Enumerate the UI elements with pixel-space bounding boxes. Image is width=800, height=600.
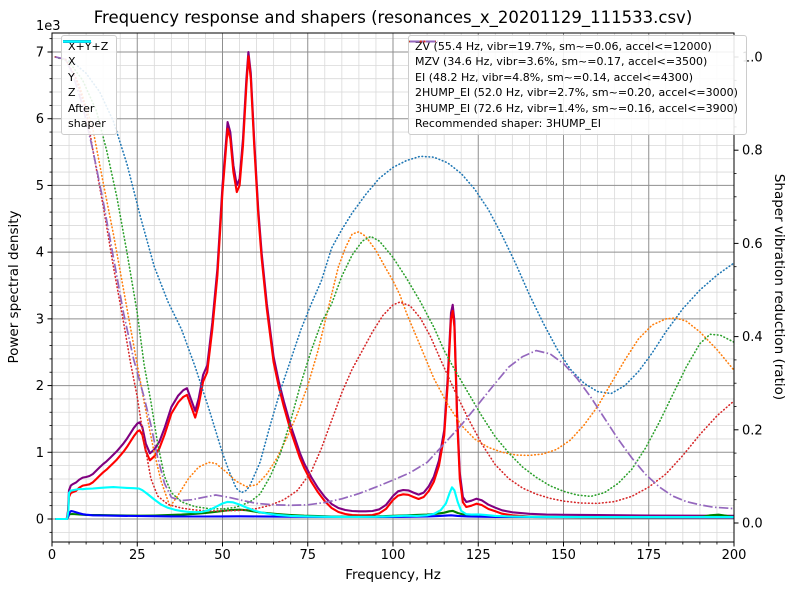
legend-item-mzv-label: MZV (34.6 Hz, vibr=3.6%, sm~=0.17, accel…: [415, 55, 708, 69]
x-tick-label: 0: [48, 548, 56, 563]
x-tick-label: 100: [381, 548, 406, 563]
y-axis-multiplier-label: 1e3: [36, 19, 61, 34]
legend-item-zv: ZV (55.4 Hz, vibr=19.7%, sm~=0.06, accel…: [409, 39, 738, 54]
x-tick-label: 125: [466, 548, 491, 563]
y-left-tick-label: 4: [36, 246, 44, 261]
y-left-tick-label: 3: [36, 312, 44, 327]
legend-line-swatch-after: [63, 40, 91, 43]
legend-item-2hump-label: 2HUMP_EI (52.0 Hz, vibr=2.7%, sm~=0.20, …: [415, 86, 738, 100]
legend-recommended-shaper-label: Recommended shaper: 3HUMP_EI: [415, 116, 601, 130]
y-left-tick-label: 0: [36, 513, 44, 528]
y-right-tick-label: 0.0: [742, 517, 763, 532]
y-right-tick-label: 0.2: [742, 423, 763, 438]
x-tick-label: 175: [636, 548, 661, 563]
x-tick-label: 25: [129, 548, 146, 563]
legend-item-after-label: After shaper: [68, 101, 106, 130]
axis-tick-labels: 0 25 50 75 100 125 150 175 200 0 1 2 3 4 5 6 7 0.0 0.2 0.4 0…: [36, 46, 763, 564]
chart-title: Frequency response and shapers (resonanc…: [93, 8, 693, 27]
series-layer: [54, 50, 734, 521]
legend-line-swatch-3hump: [410, 40, 438, 43]
legend-item-3hump-label: 3HUMP_EI (72.6 Hz, vibr=1.4%, sm~=0.16, …: [415, 101, 738, 115]
series-after-line: [55, 486, 734, 521]
legend-item-x-label: X: [68, 55, 76, 69]
series-2hump-line: [54, 56, 734, 512]
x-tick-label: 200: [722, 548, 747, 563]
legend-item-y: Y: [63, 40, 108, 85]
series-zv-line: [54, 56, 734, 494]
legend-psd-series: X+Y+Z X Y Z After shaper: [61, 35, 118, 136]
y-left-tick-label: 1: [36, 446, 44, 461]
legend-item-y-label: Y: [68, 70, 75, 84]
y-left-tick-label: 5: [36, 179, 44, 194]
y-right-tick-label: 0.4: [742, 330, 763, 345]
series-z-line: [55, 510, 734, 521]
legend-item-mzv: MZV (34.6 Hz, vibr=3.6%, sm~=0.17, accel…: [409, 40, 738, 69]
legend-swatch-empty: [409, 36, 439, 47]
x-axis-label: Frequency, Hz: [345, 567, 441, 583]
y-left-tick-label: 7: [36, 46, 44, 61]
series-ei-line: [54, 56, 734, 510]
y-left-tick-label: 6: [36, 112, 44, 127]
legend-item-z: Z: [63, 40, 108, 100]
legend-item-x: X: [63, 40, 108, 69]
legend-item-zv-label: ZV (55.4 Hz, vibr=19.7%, sm~=0.06, accel…: [415, 40, 712, 53]
legend-item-ei-label: EI (48.2 Hz, vibr=4.8%, sm~=0.14, accel<…: [415, 70, 693, 84]
legend-item-3hump: 3HUMP_EI (72.6 Hz, vibr=1.4%, sm~=0.16, …: [410, 40, 738, 116]
legend-shaper-series: ZV (55.4 Hz, vibr=19.7%, sm~=0.06, accel…: [408, 35, 747, 136]
legend-item-sum-label: X+Y+Z: [68, 40, 109, 53]
legend-item-z-label: Z: [68, 86, 76, 100]
series-3hump-line: [55, 56, 734, 510]
legend-item-ei: EI (48.2 Hz, vibr=4.8%, sm~=0.14, accel<…: [409, 40, 738, 85]
y-right-tick-label: 1.0: [742, 51, 763, 66]
legend-item-2hump: 2HUMP_EI (52.0 Hz, vibr=2.7%, sm~=0.20, …: [409, 40, 738, 100]
legend-recommended-shaper: Recommended shaper: 3HUMP_EI: [415, 116, 738, 131]
legend-item-after: After shaper: [63, 40, 108, 132]
y-left-tick-label: 2: [36, 379, 44, 394]
x-tick-label: 150: [551, 548, 576, 563]
x-tick-label: 50: [214, 548, 231, 563]
y-right-tick-label: 0.8: [742, 144, 763, 159]
y-right-tick-label: 0.6: [742, 237, 763, 252]
x-tick-label: 75: [299, 548, 316, 563]
series-x-line: [55, 55, 734, 521]
series-mzv-line: [54, 56, 734, 508]
axis-ticks: [47, 38, 739, 547]
